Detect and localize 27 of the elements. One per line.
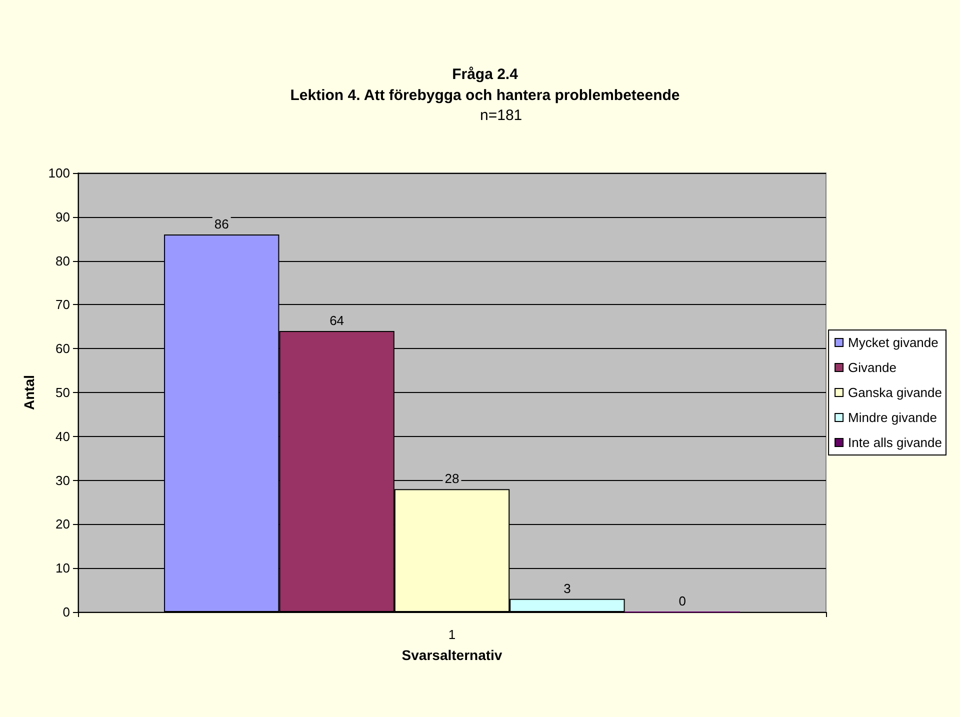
y-tick-label: 50 [56,385,70,400]
x-axis-title: Svarsalternativ [402,647,502,663]
y-tick-label: 10 [56,560,70,576]
data-label: 64 [330,313,344,328]
legend-label: Ganska givande [848,385,942,400]
chart-title: Fråga 2.4 [452,66,519,83]
y-tick-label: 70 [56,297,70,312]
y-tick-label: 0 [62,604,70,620]
y-tick-label: 20 [56,516,70,532]
y-axis-title: Antal [21,375,37,410]
y-tick-label: 80 [56,253,70,268]
legend-label: Mindre givande [848,410,937,425]
y-tick-label: 40 [56,428,70,444]
y-tick-label: 60 [56,341,70,356]
y-tick-label: 30 [56,472,70,488]
data-label: 0 [678,594,686,608]
y-tick-label: 90 [56,209,70,224]
legend-label: Givande [848,360,896,375]
x-tick-label: 1 [448,627,456,642]
legend-label: Inte alls givande [848,435,942,450]
legend-label: Mycket givande [848,335,938,350]
data-label: 28 [444,471,460,486]
y-tick-label: 100 [48,166,70,180]
text: n=181 [480,107,522,124]
data-label: 86 [214,216,229,232]
data-label: 3 [564,580,571,596]
chart-subtitle: Lektion 4. Att förebygga och hantera problembeteende [290,87,680,104]
